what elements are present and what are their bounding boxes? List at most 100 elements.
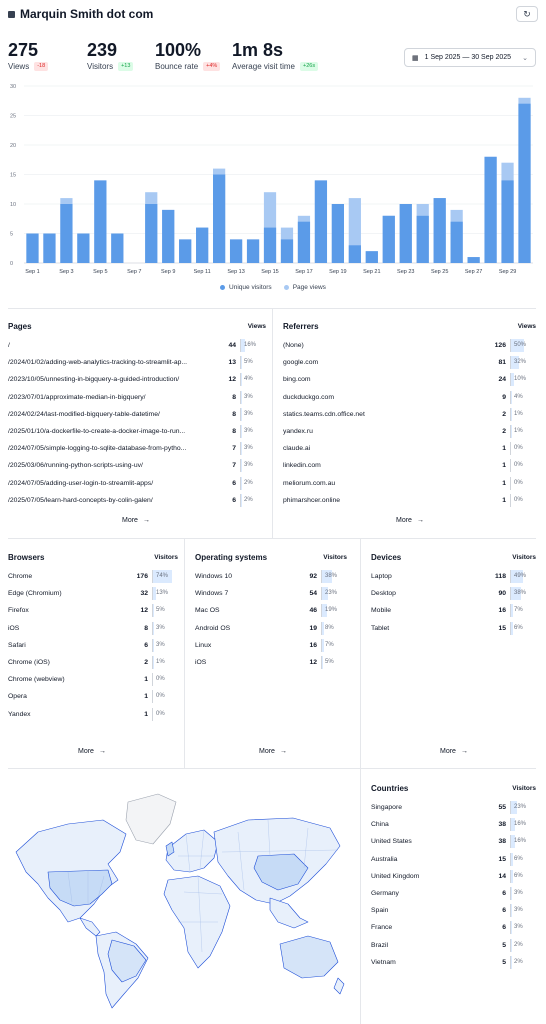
list-item[interactable]: /2023/07/01/approximate-median-in-bigque…: [8, 389, 266, 406]
bar-unique-visitors[interactable]: [467, 257, 480, 263]
list-item[interactable]: Vietnam 5 2%: [371, 954, 536, 971]
bar-unique-visitors[interactable]: [229, 239, 243, 263]
map-region-united-kingdom[interactable]: [165, 841, 175, 857]
list-item[interactable]: Desktop 90 38%: [371, 585, 536, 602]
list-item[interactable]: Edge (Chromium) 32 13%: [8, 585, 178, 602]
legend-item-page-views[interactable]: Page views: [283, 284, 326, 291]
list-item[interactable]: phimarshcer.online 1 0%: [283, 492, 536, 509]
bar-unique-visitors[interactable]: [518, 103, 531, 263]
list-item[interactable]: iOS 12 5%: [195, 654, 347, 671]
list-item[interactable]: yandex.ru 2 1%: [283, 423, 536, 440]
list-item[interactable]: Mac OS 46 19%: [195, 602, 347, 619]
bar-unique-visitors[interactable]: [196, 227, 209, 263]
bar-unique-visitors[interactable]: [94, 180, 107, 263]
list-item[interactable]: google.com 81 32%: [283, 354, 536, 371]
map-region-europe[interactable]: [165, 829, 219, 873]
map-region-australia[interactable]: [279, 935, 339, 979]
stat-visitors[interactable]: 239 Visitors +13: [87, 40, 134, 71]
map-region-southeast-asia[interactable]: [269, 897, 309, 929]
bar-unique-visitors[interactable]: [246, 239, 260, 263]
list-item[interactable]: duckduckgo.com 9 4%: [283, 389, 536, 406]
refresh-button[interactable]: ↻: [516, 6, 538, 22]
bar-unique-visitors[interactable]: [314, 180, 328, 263]
list-item[interactable]: /2024/02/24/last-modified-bigquery-table…: [8, 406, 266, 423]
bar-unique-visitors[interactable]: [43, 233, 56, 264]
bar-unique-visitors[interactable]: [501, 180, 514, 263]
list-item[interactable]: Firefox 12 5%: [8, 602, 178, 619]
list-item[interactable]: claude.ai 1 0%: [283, 440, 536, 457]
date-range-picker[interactable]: ▦ 1 Sep 2025 — 30 Sep 2025 ⌄: [404, 48, 536, 67]
bar-unique-visitors[interactable]: [111, 233, 124, 264]
list-item[interactable]: iOS 8 3%: [8, 620, 178, 637]
list-item[interactable]: Chrome 176 74%: [8, 568, 178, 585]
list-item[interactable]: Windows 7 54 23%: [195, 585, 347, 602]
list-item[interactable]: Safari 6 3%: [8, 637, 178, 654]
legend-item-unique-visitors[interactable]: Unique visitors: [220, 284, 272, 291]
map-region-central-america[interactable]: [79, 917, 101, 937]
list-item[interactable]: Android OS 19 8%: [195, 620, 347, 637]
list-item[interactable]: Mobile 16 7%: [371, 602, 536, 619]
list-item[interactable]: /2023/10/05/unnesting-in-bigquery-a-guid…: [8, 371, 266, 388]
list-item[interactable]: /2024/07/05/simple-logging-to-sqlite-dat…: [8, 440, 266, 457]
stat-views[interactable]: 275 Views -18: [8, 40, 49, 71]
bar-unique-visitors[interactable]: [213, 174, 226, 264]
list-item[interactable]: Tablet 15 6%: [371, 620, 536, 637]
list-item[interactable]: /2024/01/02/adding-web-analytics-trackin…: [8, 354, 266, 371]
list-item[interactable]: linkedin.com 1 0%: [283, 457, 536, 474]
list-item[interactable]: bing.com 24 10%: [283, 371, 536, 388]
referrers-more-button[interactable]: More →: [396, 517, 424, 524]
list-item[interactable]: United Kingdom 14 6%: [371, 868, 536, 885]
bar-unique-visitors[interactable]: [331, 204, 344, 263]
world-map[interactable]: [8, 772, 348, 1012]
bar-unique-visitors[interactable]: [433, 198, 446, 263]
bar-unique-visitors[interactable]: [280, 239, 294, 263]
bar-unique-visitors[interactable]: [297, 221, 311, 263]
list-item[interactable]: Brazil 5 2%: [371, 937, 536, 954]
bar-unique-visitors[interactable]: [365, 251, 378, 263]
list-item[interactable]: Opera 1 0%: [8, 688, 178, 705]
bar-unique-visitors[interactable]: [26, 233, 39, 264]
map-region-brazil[interactable]: [107, 939, 147, 983]
list-item[interactable]: (None) 126 50%: [283, 337, 536, 354]
bar-unique-visitors[interactable]: [162, 209, 175, 263]
list-item[interactable]: Laptop 118 49%: [371, 568, 536, 585]
list-item[interactable]: France 6 3%: [371, 919, 536, 936]
bar-unique-visitors[interactable]: [348, 245, 361, 263]
bar-unique-visitors[interactable]: [382, 215, 395, 263]
bar-unique-visitors[interactable]: [416, 215, 429, 263]
list-item[interactable]: /2024/07/05/adding-user-login-to-streaml…: [8, 475, 266, 492]
list-item[interactable]: /2025/07/05/learn-hard-concepts-by-colin…: [8, 492, 266, 509]
bar-unique-visitors[interactable]: [60, 204, 73, 263]
bar-unique-visitors[interactable]: [399, 204, 412, 263]
list-item[interactable]: /2025/03/06/running-python-scripts-using…: [8, 457, 266, 474]
map-region-united-states[interactable]: [47, 869, 113, 907]
list-item[interactable]: meliorum.com.au 1 0%: [283, 475, 536, 492]
list-item[interactable]: Linux 16 7%: [195, 637, 347, 654]
list-item[interactable]: Chrome (iOS) 2 1%: [8, 654, 178, 671]
stat-visit-time[interactable]: 1m 8s Average visit time +26s: [232, 40, 319, 71]
map-region-new-zealand[interactable]: [333, 977, 345, 995]
list-item[interactable]: Chrome (webview) 1 0%: [8, 671, 178, 688]
list-item[interactable]: Spain 6 3%: [371, 902, 536, 919]
bar-unique-visitors[interactable]: [179, 239, 192, 263]
list-item[interactable]: China 38 16%: [371, 816, 536, 833]
list-item[interactable]: /2025/01/10/a-dockerfile-to-create-a-doc…: [8, 423, 266, 440]
stat-bounce-rate[interactable]: 100% Bounce rate +4%: [155, 40, 221, 71]
bar-unique-visitors[interactable]: [145, 204, 158, 263]
list-item[interactable]: statics.teams.cdn.office.net 2 1%: [283, 406, 536, 423]
map-region-china[interactable]: [253, 853, 309, 891]
list-item[interactable]: Windows 10 92 38%: [195, 568, 347, 585]
browsers-more-button[interactable]: More →: [78, 748, 106, 755]
list-item[interactable]: Germany 6 3%: [371, 885, 536, 902]
map-region-greenland[interactable]: [125, 793, 177, 845]
bar-unique-visitors[interactable]: [263, 227, 277, 263]
list-item[interactable]: / 44 16%: [8, 337, 266, 354]
list-item[interactable]: Australia 15 6%: [371, 851, 536, 868]
os-more-button[interactable]: More →: [259, 748, 287, 755]
list-item[interactable]: Yandex 1 0%: [8, 706, 178, 723]
devices-more-button[interactable]: More →: [440, 748, 468, 755]
list-item[interactable]: Singapore 55 23%: [371, 799, 536, 816]
bar-unique-visitors[interactable]: [77, 233, 90, 264]
bar-unique-visitors[interactable]: [484, 156, 497, 263]
bar-unique-visitors[interactable]: [450, 221, 463, 263]
